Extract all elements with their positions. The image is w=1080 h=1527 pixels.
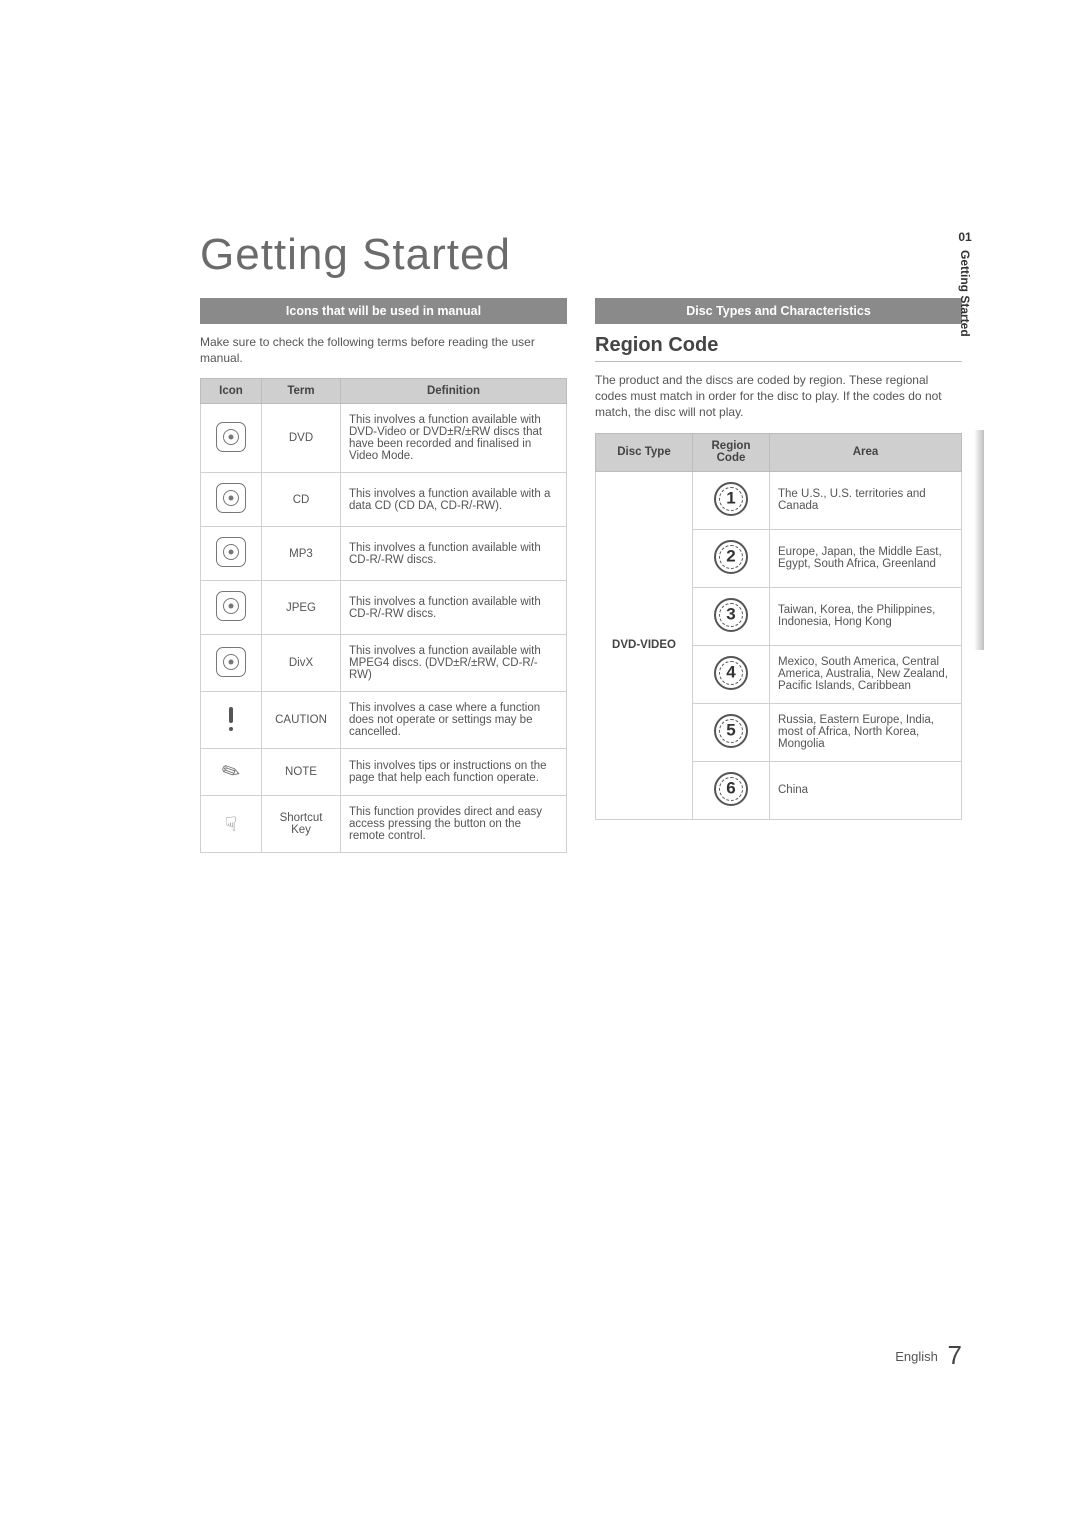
cell-region-code: 4 [693,645,770,703]
region-code-icon: 3 [714,598,748,632]
left-column: Icons that will be used in manual Make s… [200,298,567,853]
region-code-number: 2 [726,546,735,566]
footer-language: English [895,1349,938,1364]
note-icon: ✎ [217,757,245,788]
disc-icon [216,647,246,677]
cell-icon [201,527,262,581]
table-row: DivXThis involves a function available w… [201,635,567,692]
region-code-number: 1 [726,488,735,508]
side-shadow [974,430,984,650]
cell-area: Russia, Eastern Europe, India, most of A… [770,703,962,761]
cell-area: Europe, Japan, the Middle East, Egypt, S… [770,529,962,587]
cell-region-code: 2 [693,529,770,587]
th-region-code: Region Code [693,433,770,471]
disc-icon [216,537,246,567]
cell-term: Shortcut Key [262,796,341,853]
left-section-bar: Icons that will be used in manual [200,298,567,324]
page: 01 Getting Started Getting Started Icons… [0,0,1080,1527]
region-code-icon: 4 [714,656,748,690]
cell-area: Taiwan, Korea, the Philippines, Indonesi… [770,587,962,645]
region-code-icon: 1 [714,482,748,516]
cell-icon: ✎ [201,749,262,796]
table-row: ✎ NOTEThis involves tips or instructions … [201,749,567,796]
table-row: DVDThis involves a function available wi… [201,404,567,473]
side-tab: 01 Getting Started [958,230,972,337]
cell-icon [201,581,262,635]
right-intro-text: The product and the discs are coded by r… [595,372,962,421]
cell-region-code: 5 [693,703,770,761]
cell-area: China [770,761,962,819]
cell-term: CAUTION [262,692,341,749]
cell-term: DivX [262,635,341,692]
cell-term: NOTE [262,749,341,796]
caution-icon [228,707,234,731]
cell-region-code: 6 [693,761,770,819]
disc-icon [216,483,246,513]
table-row: ☟ Shortcut KeyThis function provides dire… [201,796,567,853]
cell-term: CD [262,473,341,527]
cell-region-code: 1 [693,471,770,529]
cell-definition: This involves a function available with … [341,527,567,581]
cell-definition: This involves a function available with … [341,581,567,635]
cell-icon [201,692,262,749]
cell-region-code: 3 [693,587,770,645]
table-row: CDThis involves a function available wit… [201,473,567,527]
region-code-heading: Region Code [595,334,962,362]
side-chapter-title: Getting Started [958,250,972,337]
disc-icon [216,422,246,452]
cell-definition: This involves a function available with … [341,404,567,473]
left-intro-text: Make sure to check the following terms b… [200,334,567,366]
table-row: MP3This involves a function available wi… [201,527,567,581]
cell-disc-type: DVD-VIDEO [596,471,693,819]
page-title: Getting Started [200,230,962,280]
cell-area: The U.S., U.S. territories and Canada [770,471,962,529]
cell-icon [201,635,262,692]
th-icon: Icon [201,379,262,404]
cell-term: JPEG [262,581,341,635]
region-table: Disc Type Region Code Area DVD-VIDEO1The… [595,433,962,820]
cell-definition: This involves tips or instructions on th… [341,749,567,796]
cell-icon [201,404,262,473]
cell-area: Mexico, South America, Central America, … [770,645,962,703]
region-code-icon: 2 [714,540,748,574]
cell-definition: This involves a case where a function do… [341,692,567,749]
th-area: Area [770,433,962,471]
side-chapter-number: 01 [958,230,971,244]
cell-definition: This involves a function available with … [341,473,567,527]
region-code-number: 5 [726,720,735,740]
region-code-number: 3 [726,604,735,624]
th-disc-type: Disc Type [596,433,693,471]
table-row: CAUTIONThis involves a case where a func… [201,692,567,749]
right-column: Disc Types and Characteristics Region Co… [595,298,962,853]
cell-icon [201,473,262,527]
disc-icon [216,591,246,621]
two-column-layout: Icons that will be used in manual Make s… [200,298,962,853]
cell-term: DVD [262,404,341,473]
right-section-bar: Disc Types and Characteristics [595,298,962,324]
region-code-number: 6 [726,778,735,798]
footer-page-number: 7 [948,1340,962,1370]
th-term: Term [262,379,341,404]
icons-table: Icon Term Definition DVDThis involves a … [200,378,567,853]
table-row: DVD-VIDEO1The U.S., U.S. territories and… [596,471,962,529]
cell-definition: This function provides direct and easy a… [341,796,567,853]
cell-icon: ☟ [201,796,262,853]
region-code-icon: 6 [714,772,748,806]
th-definition: Definition [341,379,567,404]
shortcut-icon: ☟ [225,812,237,837]
cell-definition: This involves a function available with … [341,635,567,692]
page-footer: English 7 [895,1340,962,1371]
region-code-icon: 5 [714,714,748,748]
table-row: JPEGThis involves a function available w… [201,581,567,635]
cell-term: MP3 [262,527,341,581]
region-code-number: 4 [726,662,735,682]
